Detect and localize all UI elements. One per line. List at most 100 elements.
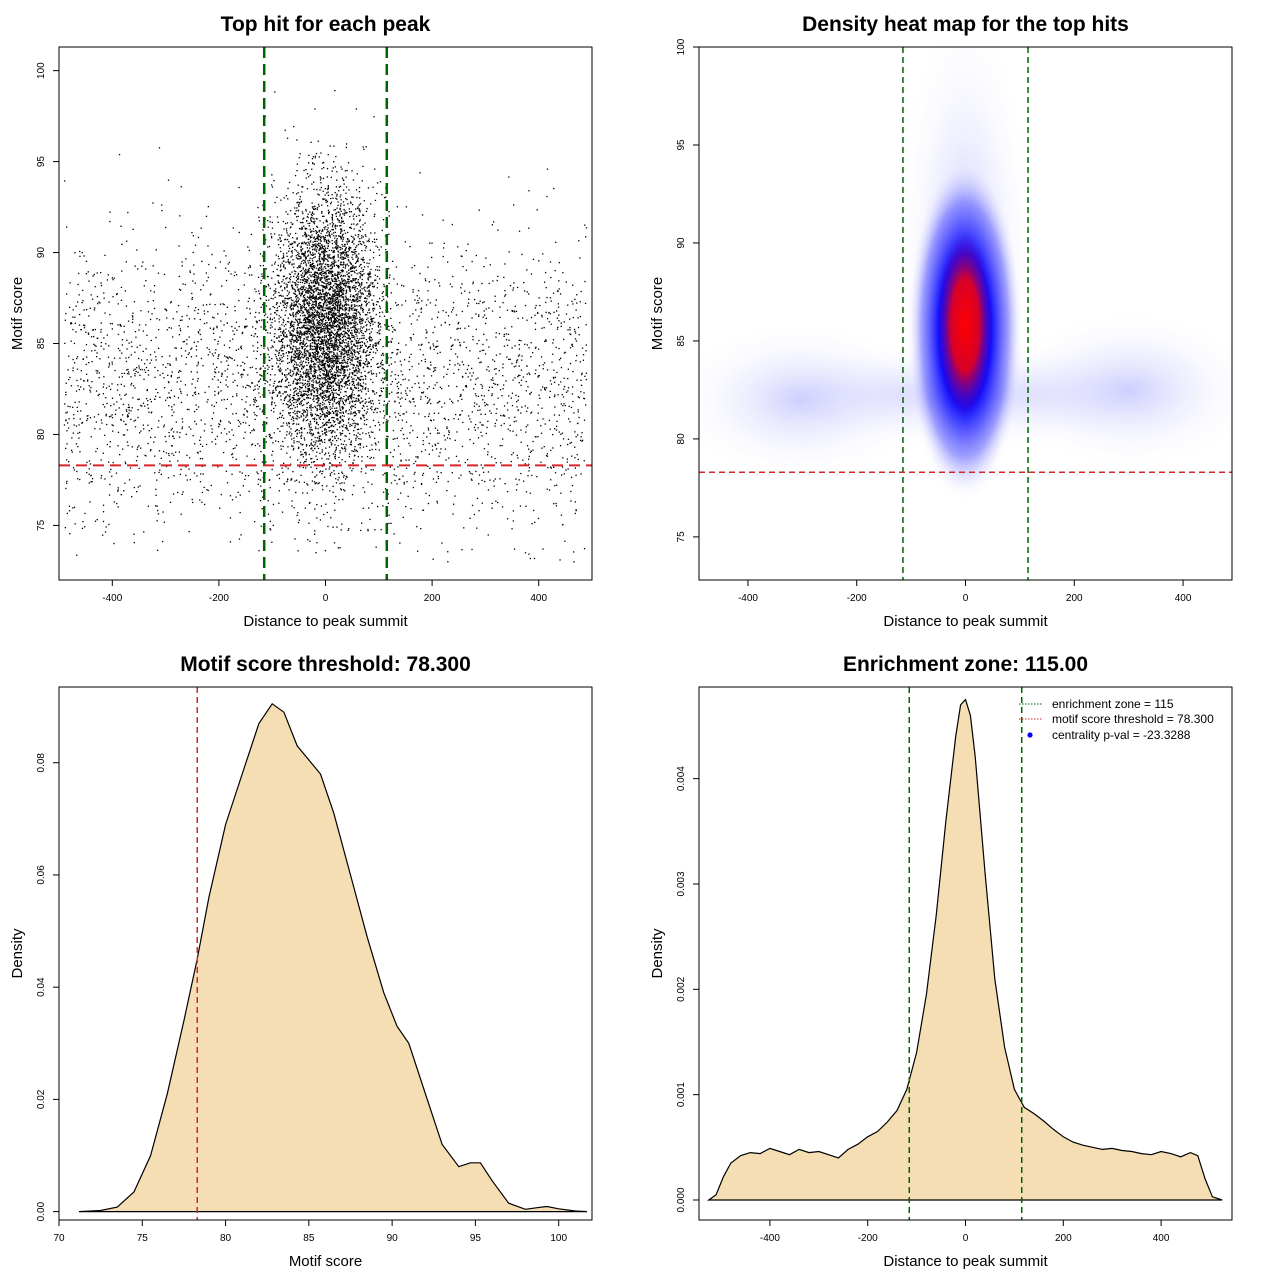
- scatter-point: [343, 256, 345, 259]
- scatter-point: [191, 347, 193, 349]
- scatter-point: [325, 503, 327, 505]
- scatter-point: [339, 391, 342, 393]
- scatter-point: [378, 449, 380, 451]
- scatter-point: [358, 272, 360, 274]
- scatter-point: [329, 236, 331, 238]
- scatter-point: [376, 301, 378, 303]
- scatter-point: [327, 372, 329, 374]
- scatter-point: [253, 398, 255, 400]
- scatter-point: [317, 203, 320, 206]
- scatter-point: [305, 342, 307, 344]
- scatter-point: [319, 330, 321, 332]
- scatter-point: [276, 386, 278, 388]
- scatter-point: [331, 218, 333, 220]
- scatter-point: [169, 364, 171, 366]
- scatter-point: [496, 419, 498, 421]
- scatter-point: [149, 398, 151, 400]
- scatter-point: [331, 226, 334, 228]
- scatter-point: [539, 397, 541, 399]
- scatter-point: [342, 266, 345, 268]
- scatter-point: [354, 278, 357, 280]
- scatter-point: [323, 513, 325, 516]
- scatter-point: [128, 404, 130, 406]
- scatter-point: [103, 292, 105, 294]
- scatter-point: [342, 426, 344, 428]
- scatter-point: [280, 416, 283, 418]
- scatter-point: [516, 359, 519, 361]
- scatter-point: [481, 385, 484, 387]
- scatter-point: [314, 240, 316, 242]
- scatter-point: [297, 251, 299, 253]
- scatter-point: [226, 306, 228, 308]
- scatter-point: [343, 229, 345, 232]
- scatter-point: [371, 328, 373, 330]
- scatter-point: [249, 265, 251, 267]
- scatter-point: [511, 528, 513, 530]
- scatter-point: [235, 458, 237, 460]
- scatter-point: [340, 323, 342, 325]
- scatter-point: [536, 476, 538, 478]
- scatter-point: [287, 355, 289, 357]
- scatter-point: [575, 359, 577, 362]
- scatter-point: [462, 376, 464, 378]
- scatter-point: [267, 349, 270, 351]
- scatter-point: [399, 542, 401, 544]
- scatter-point: [93, 416, 96, 418]
- scatter-point: [82, 358, 84, 360]
- scatter-point: [217, 313, 219, 315]
- scatter-point: [362, 236, 364, 238]
- scatter-point: [306, 406, 308, 409]
- scatter-point: [179, 388, 181, 390]
- scatter-point: [290, 478, 293, 480]
- scatter-point: [427, 367, 429, 369]
- scatter-point: [333, 502, 336, 504]
- scatter-point: [338, 186, 340, 188]
- scatter-point: [358, 265, 361, 267]
- scatter-point: [335, 396, 337, 399]
- scatter-point: [82, 289, 84, 292]
- scatter-point: [469, 472, 472, 474]
- scatter-point: [346, 350, 348, 352]
- scatter-point: [67, 369, 69, 371]
- scatter-point: [524, 463, 526, 465]
- scatter-point: [365, 358, 367, 360]
- scatter-point: [349, 413, 351, 415]
- scatter-point: [175, 359, 177, 361]
- scatter-point: [575, 340, 578, 342]
- scatter-point: [290, 221, 292, 224]
- scatter-point: [303, 333, 305, 335]
- scatter-point: [461, 375, 464, 378]
- scatter-point: [387, 493, 389, 495]
- scatter-point: [503, 405, 506, 407]
- scatter-point: [329, 256, 331, 259]
- scatter-point: [315, 267, 318, 269]
- scatter-point: [347, 298, 350, 300]
- scatter-point: [88, 362, 90, 364]
- scatter-point: [565, 281, 567, 283]
- scatter-point: [336, 412, 338, 414]
- scatter-point: [503, 422, 505, 425]
- scatter-point: [339, 547, 341, 549]
- scatter-point: [256, 384, 258, 386]
- scatter-point: [244, 431, 246, 433]
- scatter-point: [354, 358, 356, 360]
- scatter-point: [415, 309, 417, 311]
- scatter-point: [292, 348, 294, 350]
- scatter-point: [162, 540, 164, 543]
- scatter-point: [384, 324, 386, 326]
- scatter-point: [258, 216, 260, 218]
- scatter-point: [167, 363, 169, 365]
- scatter-point: [76, 406, 78, 408]
- scatter-point: [488, 370, 490, 372]
- scatter-point: [311, 258, 313, 260]
- scatter-point: [354, 350, 356, 352]
- scatter-point: [191, 231, 193, 234]
- scatter-point: [319, 452, 321, 454]
- scatter-point: [487, 404, 489, 406]
- scatter-point: [180, 186, 182, 188]
- scatter-point: [571, 455, 573, 457]
- scatter-point: [363, 266, 366, 268]
- scatter-point: [308, 242, 310, 245]
- scatter-point: [542, 364, 544, 366]
- scatter-point: [358, 253, 360, 255]
